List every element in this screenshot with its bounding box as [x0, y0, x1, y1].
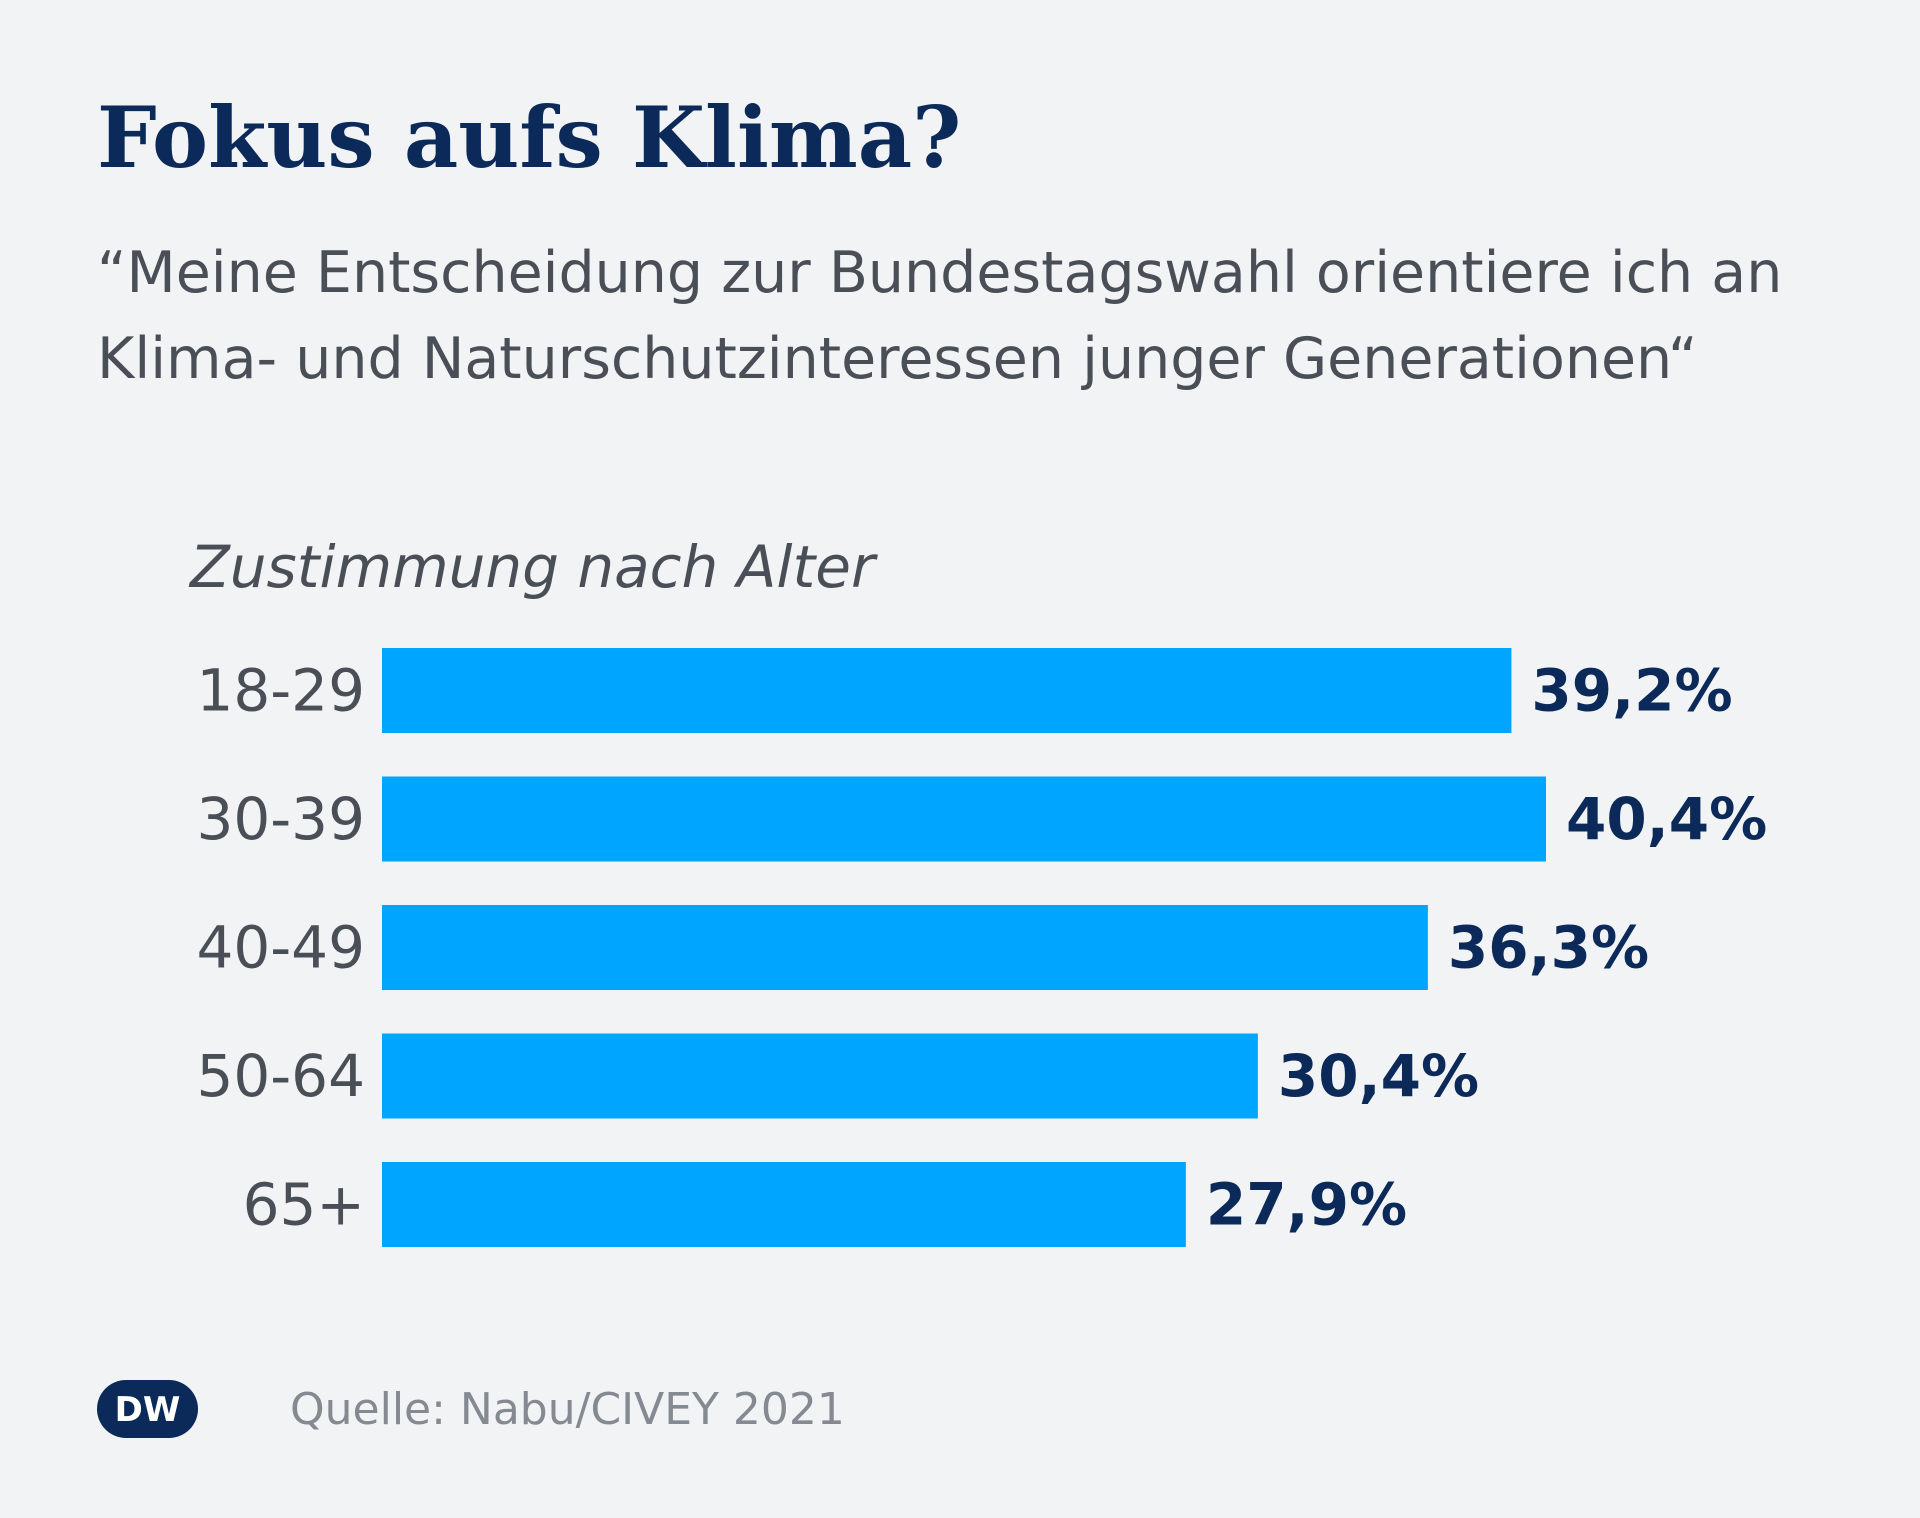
value-label: 27,9% — [1206, 1171, 1407, 1239]
bar — [382, 776, 1546, 862]
section-label: Zustimmung nach Alter — [190, 533, 875, 601]
chart-title: Fokus aufs Klima? — [97, 88, 962, 187]
category-label: 30-39 — [196, 785, 365, 853]
value-label: 36,3% — [1448, 914, 1649, 982]
dw-logo-icon: DW — [97, 1380, 198, 1438]
value-label: 40,4% — [1566, 785, 1767, 853]
bar — [382, 1033, 1258, 1119]
bar — [382, 648, 1512, 733]
svg-text:DW: DW — [115, 1390, 181, 1430]
value-label: 30,4% — [1278, 1042, 1479, 1110]
bar — [382, 905, 1428, 990]
source-note: Quelle: Nabu/CIVEY 2021 — [290, 1384, 845, 1435]
category-label: 40-49 — [196, 914, 365, 982]
category-label: 50-64 — [196, 1042, 365, 1110]
value-label: 39,2% — [1531, 657, 1732, 725]
chart-subtitle: “Meine Entscheidung zur Bundestagswahl o… — [97, 240, 1783, 392]
category-label: 65+ — [243, 1171, 365, 1239]
category-label: 18-29 — [196, 657, 365, 725]
bar-chart: 18-29 39,2% 30-39 40,4% 40-49 36,3% 50-64 30,4%… — [196, 648, 1767, 1247]
bar — [382, 1162, 1186, 1247]
